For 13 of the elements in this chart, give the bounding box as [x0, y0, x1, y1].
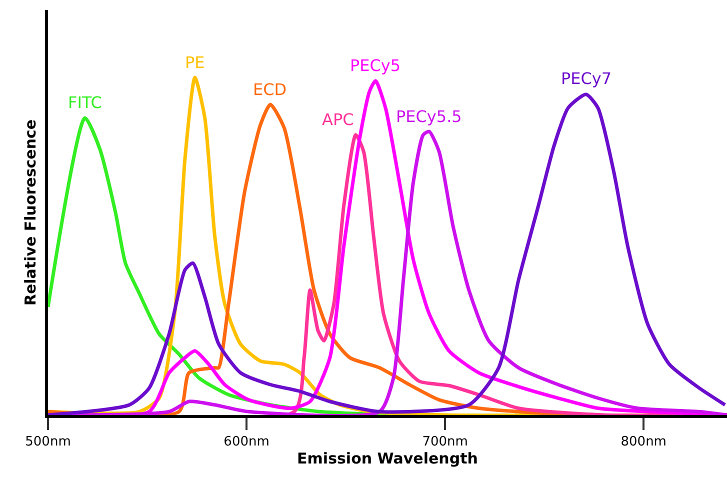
x-tick-label: 600nm — [224, 434, 270, 450]
series-label: FITC — [68, 93, 102, 112]
y-axis-title: Relative Fluorescence — [21, 119, 40, 306]
series-label: APC — [322, 110, 354, 129]
series-label: ECD — [253, 80, 287, 99]
x-tick-label: 800nm — [620, 434, 666, 450]
series-label: PECy5.5 — [396, 107, 462, 126]
series-label: PECy7 — [561, 69, 612, 88]
x-tick-label: 700nm — [422, 434, 468, 450]
x-axis-title: Emission Wavelength — [297, 450, 478, 468]
series-label: PECy5 — [350, 56, 401, 75]
x-tick-label: 500nm — [25, 434, 71, 450]
series-label: PE — [185, 53, 205, 72]
